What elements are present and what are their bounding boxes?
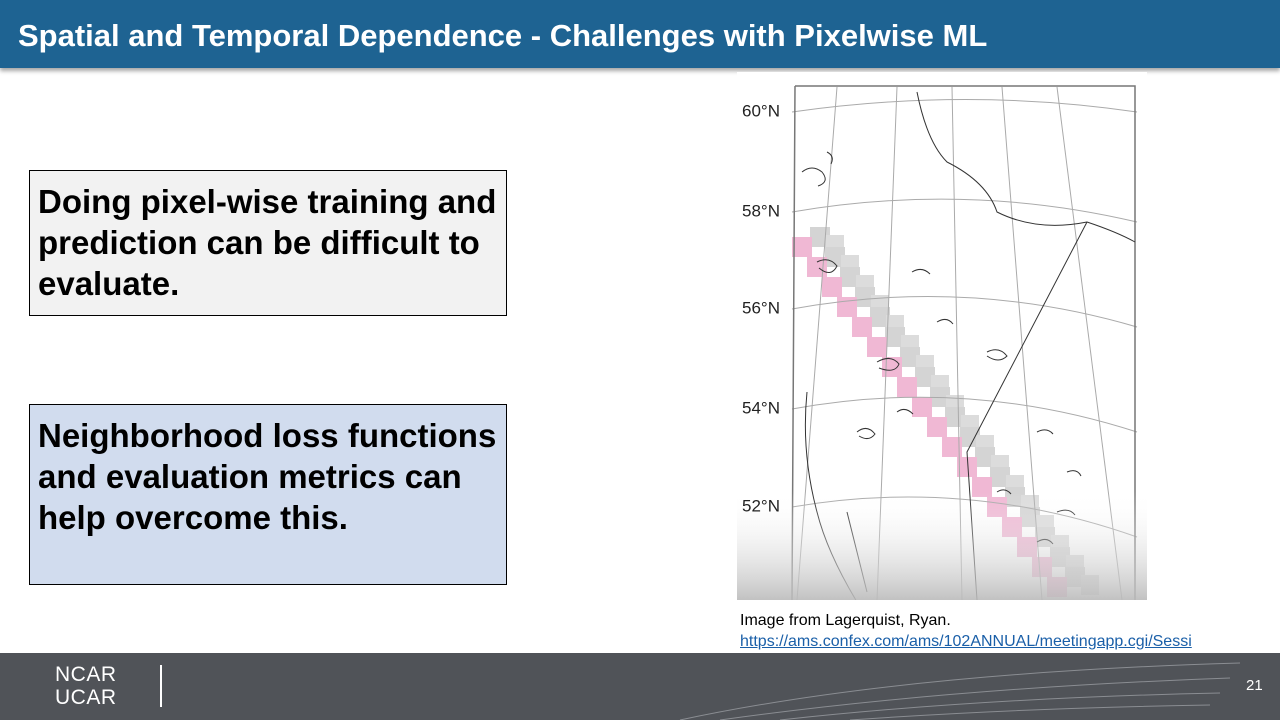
source-link[interactable]: https://ams.confex.com/ams/102ANNUAL/mee… (740, 633, 1192, 650)
grid-cell (927, 417, 947, 437)
grid-cell (960, 427, 980, 447)
text-box: Doing pixel-wise training and prediction… (29, 170, 507, 316)
grid-cell (990, 467, 1010, 487)
grid-cell (825, 247, 845, 267)
grid-cell (885, 327, 905, 347)
grid-cell (867, 337, 887, 357)
latitude-label: 54°N (742, 398, 780, 417)
grid-cell (912, 397, 932, 417)
slide-title: Spatial and Temporal Dependence - Challe… (18, 18, 988, 53)
grid-cell (840, 267, 860, 287)
latitude-label: 56°N (742, 298, 780, 317)
grid-cell (822, 277, 842, 297)
grid-cell (855, 287, 875, 307)
footer-decoration (160, 662, 1241, 720)
page-number: 21 (1246, 677, 1263, 694)
grid-cell (900, 347, 920, 367)
latitude-label: 52°N (742, 496, 780, 515)
text-box: Neighborhood loss functions and evaluati… (29, 404, 507, 585)
header-bar: Spatial and Temporal Dependence - Challe… (0, 0, 1280, 68)
latitude-label: 58°N (742, 201, 780, 220)
footer-bar: NCAR UCAR 21 (0, 653, 1280, 720)
grid-cell (807, 257, 827, 277)
grid-cell (882, 357, 902, 377)
grid-cell (945, 407, 965, 427)
grid-cell (792, 237, 812, 257)
grid-cell (897, 377, 917, 397)
map-image: 60°N 58°N 56°N 54°N 52°N (737, 72, 1147, 600)
grid-cell (975, 447, 995, 467)
grid-cell (870, 307, 890, 327)
image-caption: Image from Lagerquist, Ryan. (740, 612, 951, 629)
grid-cell (915, 367, 935, 387)
latitude-label: 60°N (742, 101, 780, 120)
grid-cell (852, 317, 872, 337)
grid-cell (942, 437, 962, 457)
logo-text: UCAR (55, 686, 117, 709)
grid-cell (930, 387, 950, 407)
grid-cell (957, 457, 977, 477)
logo-text: NCAR (55, 663, 117, 686)
